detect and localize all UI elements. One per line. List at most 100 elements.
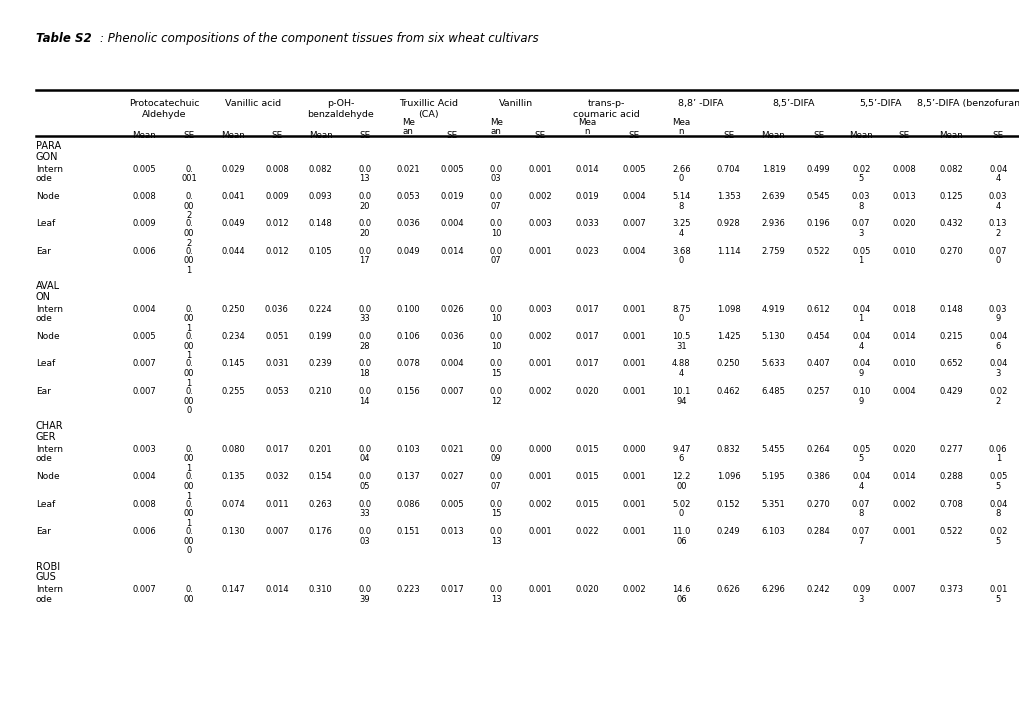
- Text: 0.05
1: 0.05 1: [851, 247, 869, 265]
- Text: Vanillic acid: Vanillic acid: [224, 99, 280, 108]
- Text: 0.152: 0.152: [716, 500, 740, 508]
- Text: 3.25
4: 3.25 4: [672, 219, 690, 238]
- Text: 0.105: 0.105: [309, 247, 332, 256]
- Text: 0.031: 0.031: [265, 360, 288, 368]
- Text: 0.176: 0.176: [309, 527, 332, 536]
- Text: 0.021: 0.021: [396, 164, 420, 174]
- Text: 0.05
5: 0.05 5: [988, 472, 1007, 491]
- Text: 0.242: 0.242: [806, 585, 829, 594]
- Text: 0.020: 0.020: [892, 445, 915, 454]
- Text: 0.036: 0.036: [265, 305, 288, 314]
- Text: 9.47
6: 9.47 6: [672, 445, 690, 464]
- Text: 0.432: 0.432: [938, 219, 962, 229]
- Text: 0.013: 0.013: [892, 192, 915, 201]
- Text: 0.007: 0.007: [440, 387, 464, 396]
- Text: Mea: Mea: [578, 118, 596, 127]
- Text: 0.0
05: 0.0 05: [358, 472, 371, 491]
- Text: 0.928: 0.928: [716, 219, 740, 229]
- Text: 0.074: 0.074: [221, 500, 245, 508]
- Text: 0.020: 0.020: [575, 585, 598, 594]
- Text: 0.
00
1: 0. 00 1: [183, 472, 195, 500]
- Text: p-OH-: p-OH-: [326, 99, 354, 108]
- Text: Vanillin: Vanillin: [498, 99, 532, 108]
- Text: SE: SE: [628, 131, 639, 140]
- Text: 0.078: 0.078: [396, 360, 420, 368]
- Text: 3.68
0: 3.68 0: [672, 247, 690, 265]
- Text: 0.
00
1: 0. 00 1: [183, 445, 195, 473]
- Text: Protocatechuic: Protocatechuic: [128, 99, 199, 108]
- Text: 0.011: 0.011: [265, 500, 288, 508]
- Text: Leaf: Leaf: [36, 500, 55, 508]
- Text: 0.041: 0.041: [221, 192, 245, 201]
- Text: 0.014: 0.014: [265, 585, 288, 594]
- Text: SE: SE: [898, 131, 909, 140]
- Text: 12.2
00: 12.2 00: [672, 472, 690, 491]
- Text: 0.310: 0.310: [309, 585, 332, 594]
- Text: 0.003: 0.003: [132, 445, 156, 454]
- Text: Intern
ode: Intern ode: [36, 445, 62, 464]
- Text: 5.14
8: 5.14 8: [672, 192, 690, 211]
- Text: 0.010: 0.010: [892, 247, 915, 256]
- Text: 0.017: 0.017: [440, 585, 464, 594]
- Text: 0.386: 0.386: [806, 472, 829, 481]
- Text: 0.015: 0.015: [575, 500, 598, 508]
- Text: 0.007: 0.007: [132, 360, 156, 368]
- Text: SE: SE: [359, 131, 370, 140]
- Text: 0.029: 0.029: [221, 164, 245, 174]
- Text: 0.13
2: 0.13 2: [988, 219, 1007, 238]
- Text: 0.008: 0.008: [132, 500, 156, 508]
- Text: 0.148: 0.148: [938, 305, 962, 314]
- Text: 0.137: 0.137: [396, 472, 420, 481]
- Text: 0.017: 0.017: [575, 332, 598, 341]
- Text: 0.004: 0.004: [892, 387, 915, 396]
- Text: 0.
00
0: 0. 00 0: [183, 527, 195, 555]
- Text: 0.080: 0.080: [221, 445, 245, 454]
- Text: 0.086: 0.086: [396, 500, 420, 508]
- Text: 0.151: 0.151: [396, 527, 420, 536]
- Text: 0.130: 0.130: [221, 527, 245, 536]
- Text: 0.103: 0.103: [396, 445, 420, 454]
- Text: 0.0
10: 0.0 10: [489, 305, 502, 324]
- Text: 0.005: 0.005: [440, 500, 464, 508]
- Text: 0.026: 0.026: [440, 305, 464, 314]
- Text: 0.0
13: 0.0 13: [489, 527, 502, 546]
- Text: 0.626: 0.626: [716, 585, 740, 594]
- Text: 5.195: 5.195: [761, 472, 785, 481]
- Text: 0.001: 0.001: [892, 527, 915, 536]
- Text: 1.096: 1.096: [716, 472, 740, 481]
- Text: 0.002: 0.002: [622, 585, 645, 594]
- Text: 0.007: 0.007: [622, 219, 645, 229]
- Text: ROBI
GUS: ROBI GUS: [36, 562, 60, 583]
- Text: 0.06
1: 0.06 1: [988, 445, 1007, 464]
- Text: 0.017: 0.017: [265, 445, 288, 454]
- Text: 0.008: 0.008: [265, 164, 288, 174]
- Text: 0.019: 0.019: [575, 192, 598, 201]
- Text: 5.633: 5.633: [761, 360, 785, 368]
- Text: 0.135: 0.135: [221, 472, 245, 481]
- Text: Table S2: Table S2: [36, 32, 92, 45]
- Text: 0.022: 0.022: [575, 527, 598, 536]
- Text: 0.257: 0.257: [806, 387, 829, 396]
- Text: 0.001: 0.001: [622, 360, 645, 368]
- Text: 0.196: 0.196: [806, 219, 829, 229]
- Text: 0.07
8: 0.07 8: [851, 500, 869, 518]
- Text: 0.019: 0.019: [440, 192, 464, 201]
- Text: 0.093: 0.093: [309, 192, 332, 201]
- Text: 0.462: 0.462: [716, 387, 740, 396]
- Text: 0.0
12: 0.0 12: [489, 387, 502, 406]
- Text: 1.819: 1.819: [761, 164, 785, 174]
- Text: Mean: Mean: [221, 131, 245, 140]
- Text: 4.88
4: 4.88 4: [672, 360, 690, 379]
- Text: 0.009: 0.009: [132, 219, 156, 229]
- Text: 0.0
10: 0.0 10: [489, 332, 502, 351]
- Text: SE: SE: [991, 131, 1003, 140]
- Text: Ear: Ear: [36, 527, 51, 536]
- Text: 1.114: 1.114: [716, 247, 740, 256]
- Text: 0.008: 0.008: [132, 192, 156, 201]
- Text: 0.015: 0.015: [575, 472, 598, 481]
- Text: 0.0
15: 0.0 15: [489, 360, 502, 379]
- Text: 5.351: 5.351: [761, 500, 785, 508]
- Text: 5.455: 5.455: [761, 445, 785, 454]
- Text: 0.0
17: 0.0 17: [358, 247, 371, 265]
- Text: 0.051: 0.051: [265, 332, 288, 341]
